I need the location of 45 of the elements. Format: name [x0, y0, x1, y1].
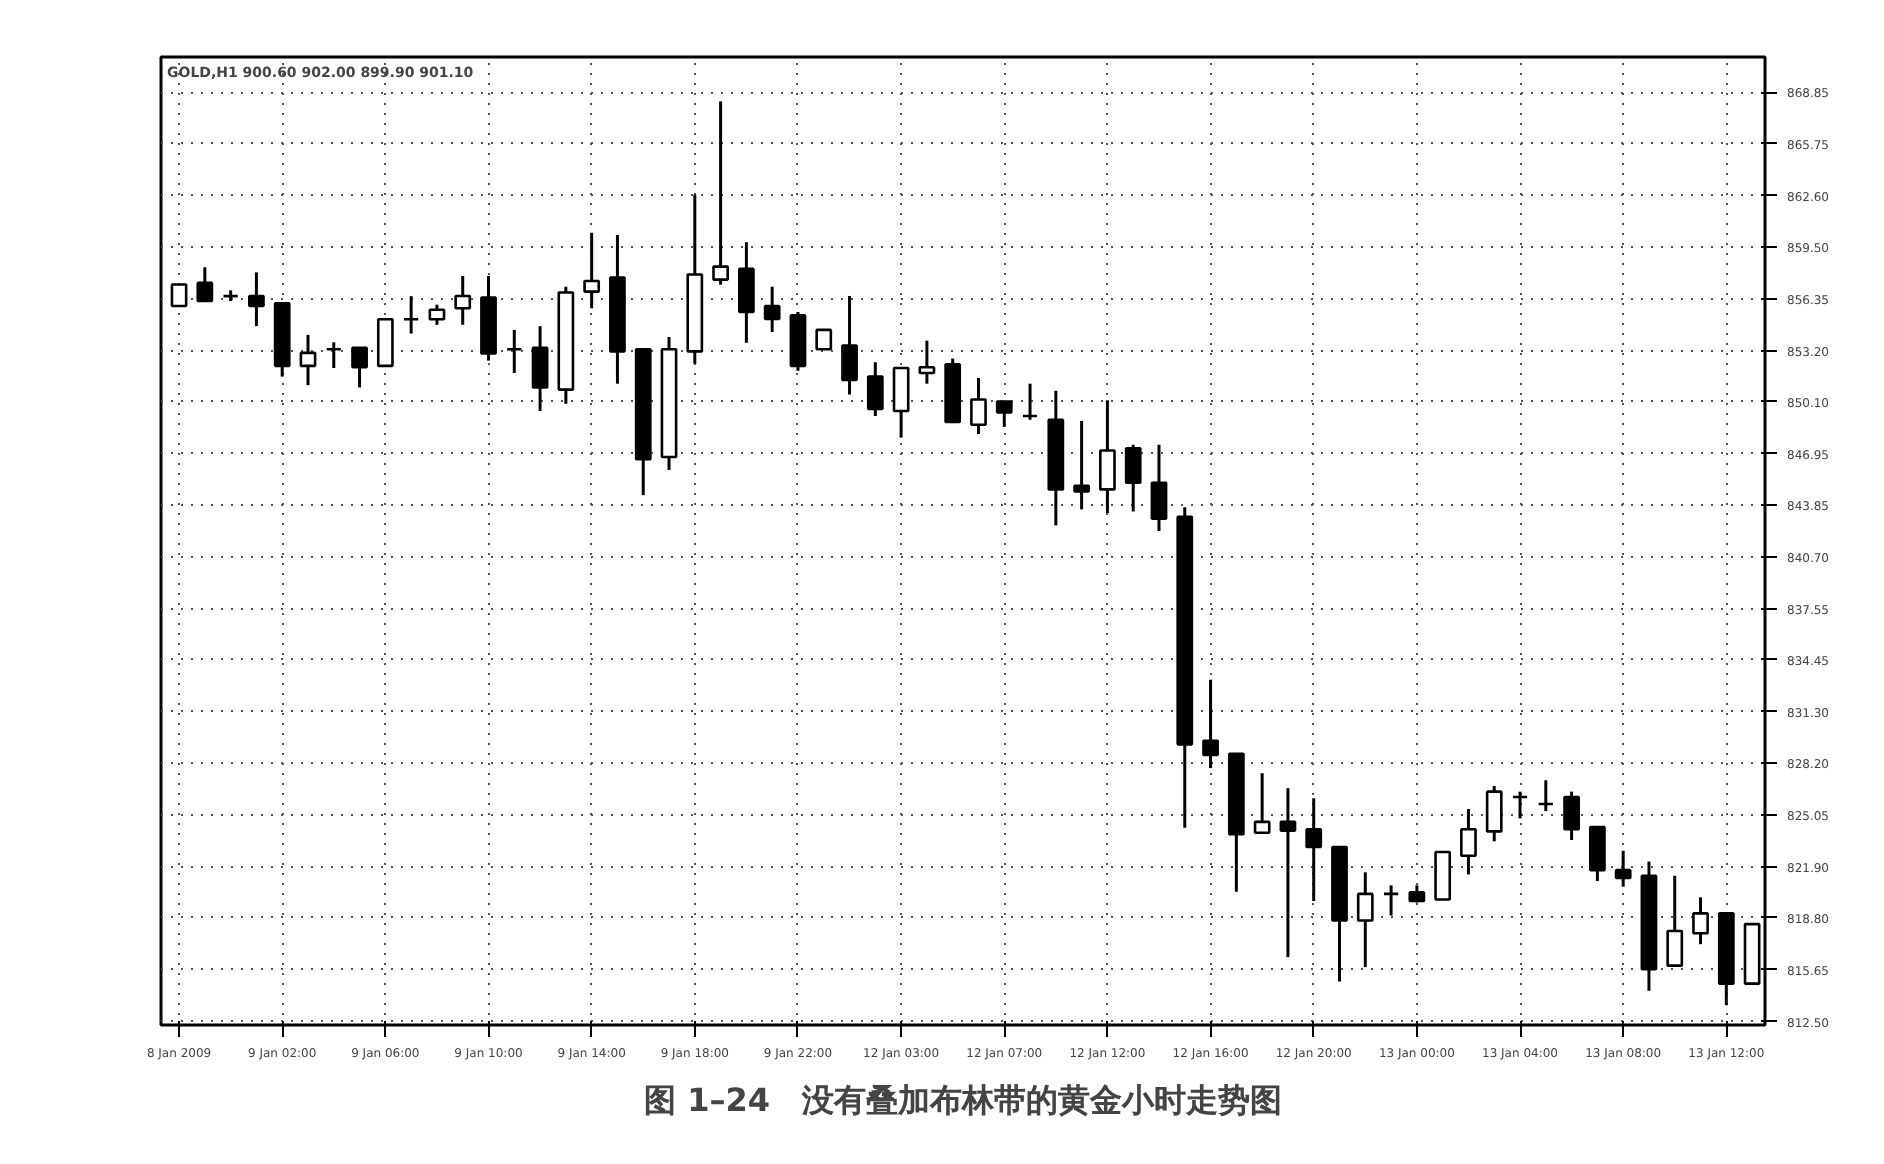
candlestick [196, 265, 214, 304]
candlestick [583, 231, 601, 310]
candlestick [376, 317, 394, 368]
candlestick [248, 270, 265, 328]
candlestick [325, 340, 343, 370]
candlestick [737, 240, 755, 345]
candlestick [1356, 870, 1374, 969]
candlestick [428, 303, 446, 327]
candlestick [815, 328, 833, 351]
candlestick [1614, 849, 1632, 889]
candlestick [763, 285, 781, 334]
candlestick [505, 328, 523, 375]
candlestick [1021, 382, 1039, 422]
candlestick [1279, 786, 1297, 959]
candlestick [1202, 678, 1219, 770]
candlestick [1382, 883, 1400, 917]
candlestick [866, 360, 884, 418]
candlestick [1305, 796, 1323, 903]
candlestick [841, 294, 858, 397]
candlestick [1099, 398, 1116, 515]
candlestick [351, 346, 368, 389]
candlestick [1588, 825, 1606, 883]
candlestick [402, 294, 420, 336]
candlestick [1563, 790, 1580, 842]
candlestick [1434, 850, 1452, 901]
candlestick [1150, 443, 1168, 533]
candlestick [1460, 807, 1477, 876]
candlestick [995, 400, 1013, 429]
candlestick [918, 339, 936, 386]
candlestick [1253, 771, 1271, 835]
text: 图 1–24 没有叠加布林带的黄金小时走势图 [644, 1081, 1282, 1119]
candlestick [1511, 790, 1529, 820]
candlestick [970, 376, 987, 436]
candlestick [1537, 778, 1555, 813]
candlestick [712, 99, 729, 287]
candlestick [1485, 784, 1503, 843]
candlestick [1692, 895, 1709, 946]
candlestick [170, 283, 188, 308]
candlestick [1666, 874, 1684, 968]
candlestick [1073, 419, 1091, 511]
candlestick [454, 274, 472, 327]
candlestick [531, 324, 549, 413]
candlestick [1124, 443, 1142, 513]
candlestick [299, 333, 317, 387]
candlestick [892, 366, 910, 440]
